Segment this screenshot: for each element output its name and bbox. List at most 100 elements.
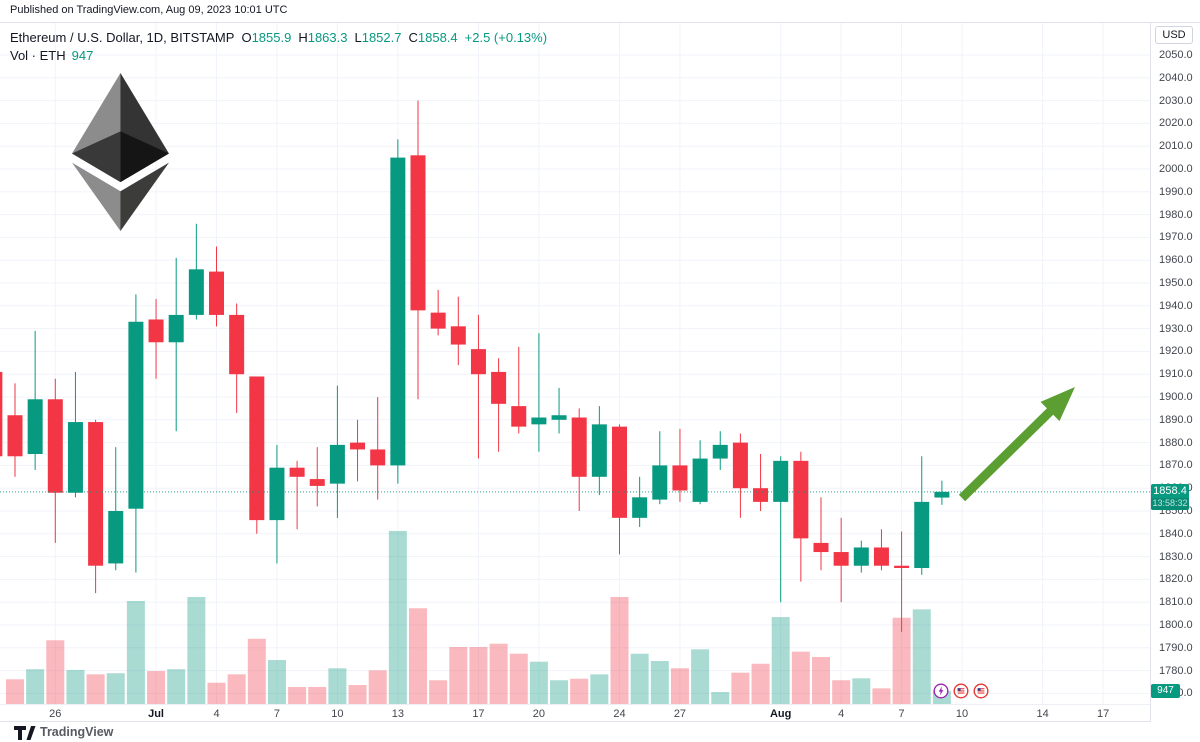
volume-bar: [429, 680, 448, 704]
candle-body: [632, 497, 648, 518]
volume-bar: [691, 649, 710, 704]
time-tick-label: 17: [472, 708, 485, 720]
candle-body: [551, 415, 567, 420]
volume-legend-value: 947: [71, 48, 94, 63]
price-tick-label: 1960.0: [1159, 254, 1193, 267]
tradingview-logo-text[interactable]: TradingView: [40, 725, 114, 739]
volume-bar: [731, 672, 750, 704]
candle-body: [470, 349, 486, 375]
candle-body: [148, 319, 164, 343]
ohlc-letter: H: [298, 30, 308, 45]
candle-body: [672, 465, 688, 491]
volume-bar: [207, 682, 226, 704]
candle-body: [410, 155, 426, 311]
volume-bar: [167, 669, 186, 704]
candle-body: [773, 460, 789, 502]
volume-bar: [832, 680, 851, 704]
published-bar: Published on TradingView.com, Aug 09, 20…: [0, 0, 1200, 22]
time-tick-label: 27: [673, 708, 687, 720]
price-tick-label: 1780.0: [1159, 664, 1193, 677]
chart-frame: Ethereum / U.S. Dollar, 1D, BITSTAMP O185…: [0, 22, 1200, 724]
ohlc-value: 1858.4: [417, 30, 458, 45]
candle-body: [249, 376, 265, 521]
time-tick-label: 26: [49, 708, 62, 720]
volume-axis-label: 947: [1151, 684, 1180, 698]
time-tick-label: 10: [331, 708, 344, 720]
price-tick-label: 1790.0: [1159, 641, 1193, 654]
ethereum-logo: [72, 73, 169, 231]
us-flag-event-icon[interactable]: [973, 683, 989, 699]
candle-body: [350, 442, 366, 450]
time-tick-label: 14: [1036, 708, 1049, 720]
trend-arrow-head: [1040, 387, 1075, 422]
volume-legend-row: Vol · ETH 947: [10, 47, 547, 65]
symbol-title: Ethereum / U.S. Dollar, 1D, BITSTAMP: [10, 30, 235, 45]
volume-bar: [670, 668, 689, 704]
volume-bar: [288, 686, 307, 704]
price-tick-label: 1830.0: [1159, 550, 1193, 563]
price-tick-label: 1820.0: [1159, 573, 1193, 586]
candle-body: [873, 547, 889, 566]
volume-bar: [852, 678, 871, 704]
currency-usd-button[interactable]: USD: [1155, 26, 1193, 44]
price-tick-label: 2030.0: [1159, 94, 1193, 107]
time-axis[interactable]: 26 Jul 4 7 10 13 17 20 24 27 Aug 4 7 10 14 17: [0, 704, 1150, 724]
time-tick-label: 13: [391, 708, 404, 720]
candle-body: [652, 465, 668, 500]
volume-bar: [872, 688, 891, 704]
volume-bar: [66, 669, 85, 704]
candle-body: [813, 542, 829, 553]
candle-body: [329, 444, 345, 484]
time-tick-label: 10: [955, 708, 969, 720]
ohlc-value: 1863.3: [307, 30, 348, 45]
volume-bar: [469, 646, 488, 704]
bar-countdown: 13:58:32: [1151, 498, 1189, 510]
volume-bar: [106, 673, 125, 704]
price-tick-label: 2050.0: [1159, 49, 1193, 61]
price-tick-label: 2040.0: [1159, 71, 1193, 84]
us-flag-event-icon[interactable]: [953, 683, 969, 699]
volume-bar: [348, 685, 367, 704]
chart-canvas[interactable]: [0, 23, 1150, 704]
volume-bar: [46, 640, 65, 704]
candle-body: [7, 415, 23, 457]
volume-bar: [550, 680, 569, 704]
volume-bar: [449, 646, 468, 704]
volume-bar: [711, 692, 730, 704]
tradingview-logo-icon[interactable]: [14, 726, 36, 742]
volume-legend-label: Vol · ETH: [10, 48, 66, 63]
volume-bar: [247, 638, 266, 704]
price-tick-label: 1950.0: [1159, 277, 1193, 289]
time-tick-label: 20: [532, 708, 546, 720]
volume-bar: [26, 669, 45, 704]
candle-body: [692, 458, 708, 502]
candle-body: [571, 417, 587, 477]
price-axis[interactable]: USD 2050.0 2040.0 2030.0 2020.0 2010.0 2000.0…: [1150, 23, 1200, 723]
volume-bar: [610, 596, 629, 704]
candle-body: [108, 511, 124, 564]
candle-body: [612, 426, 627, 518]
time-tick-label: Aug: [769, 708, 792, 720]
candle-body: [531, 417, 547, 425]
price-tick-label: 1920.0: [1159, 345, 1193, 358]
volume-bar: [227, 674, 246, 704]
price-tick-label: 1900.0: [1159, 391, 1193, 403]
volume-bar: [368, 670, 387, 704]
symbol-legend: Ethereum / U.S. Dollar, 1D, BITSTAMP O185…: [10, 29, 547, 65]
price-tick-label: 2020.0: [1159, 117, 1193, 130]
time-tick-label: 4: [838, 708, 845, 720]
time-tick-label: 24: [613, 708, 626, 720]
candle-body: [934, 491, 950, 498]
volume-bar: [912, 609, 931, 704]
symbol-legend-row: Ethereum / U.S. Dollar, 1D, BITSTAMP O185…: [10, 29, 547, 47]
time-tick-label: 4: [213, 708, 220, 720]
candle-body: [289, 467, 305, 477]
lightning-event-icon[interactable]: [933, 683, 949, 699]
candle-body: [370, 449, 386, 466]
price-tick-label: 1940.0: [1159, 299, 1193, 312]
candle-body: [914, 501, 930, 568]
volume-bar: [751, 663, 770, 704]
price-tick-label: 1800.0: [1159, 619, 1193, 631]
price-tick-label: 1810.0: [1159, 596, 1193, 609]
